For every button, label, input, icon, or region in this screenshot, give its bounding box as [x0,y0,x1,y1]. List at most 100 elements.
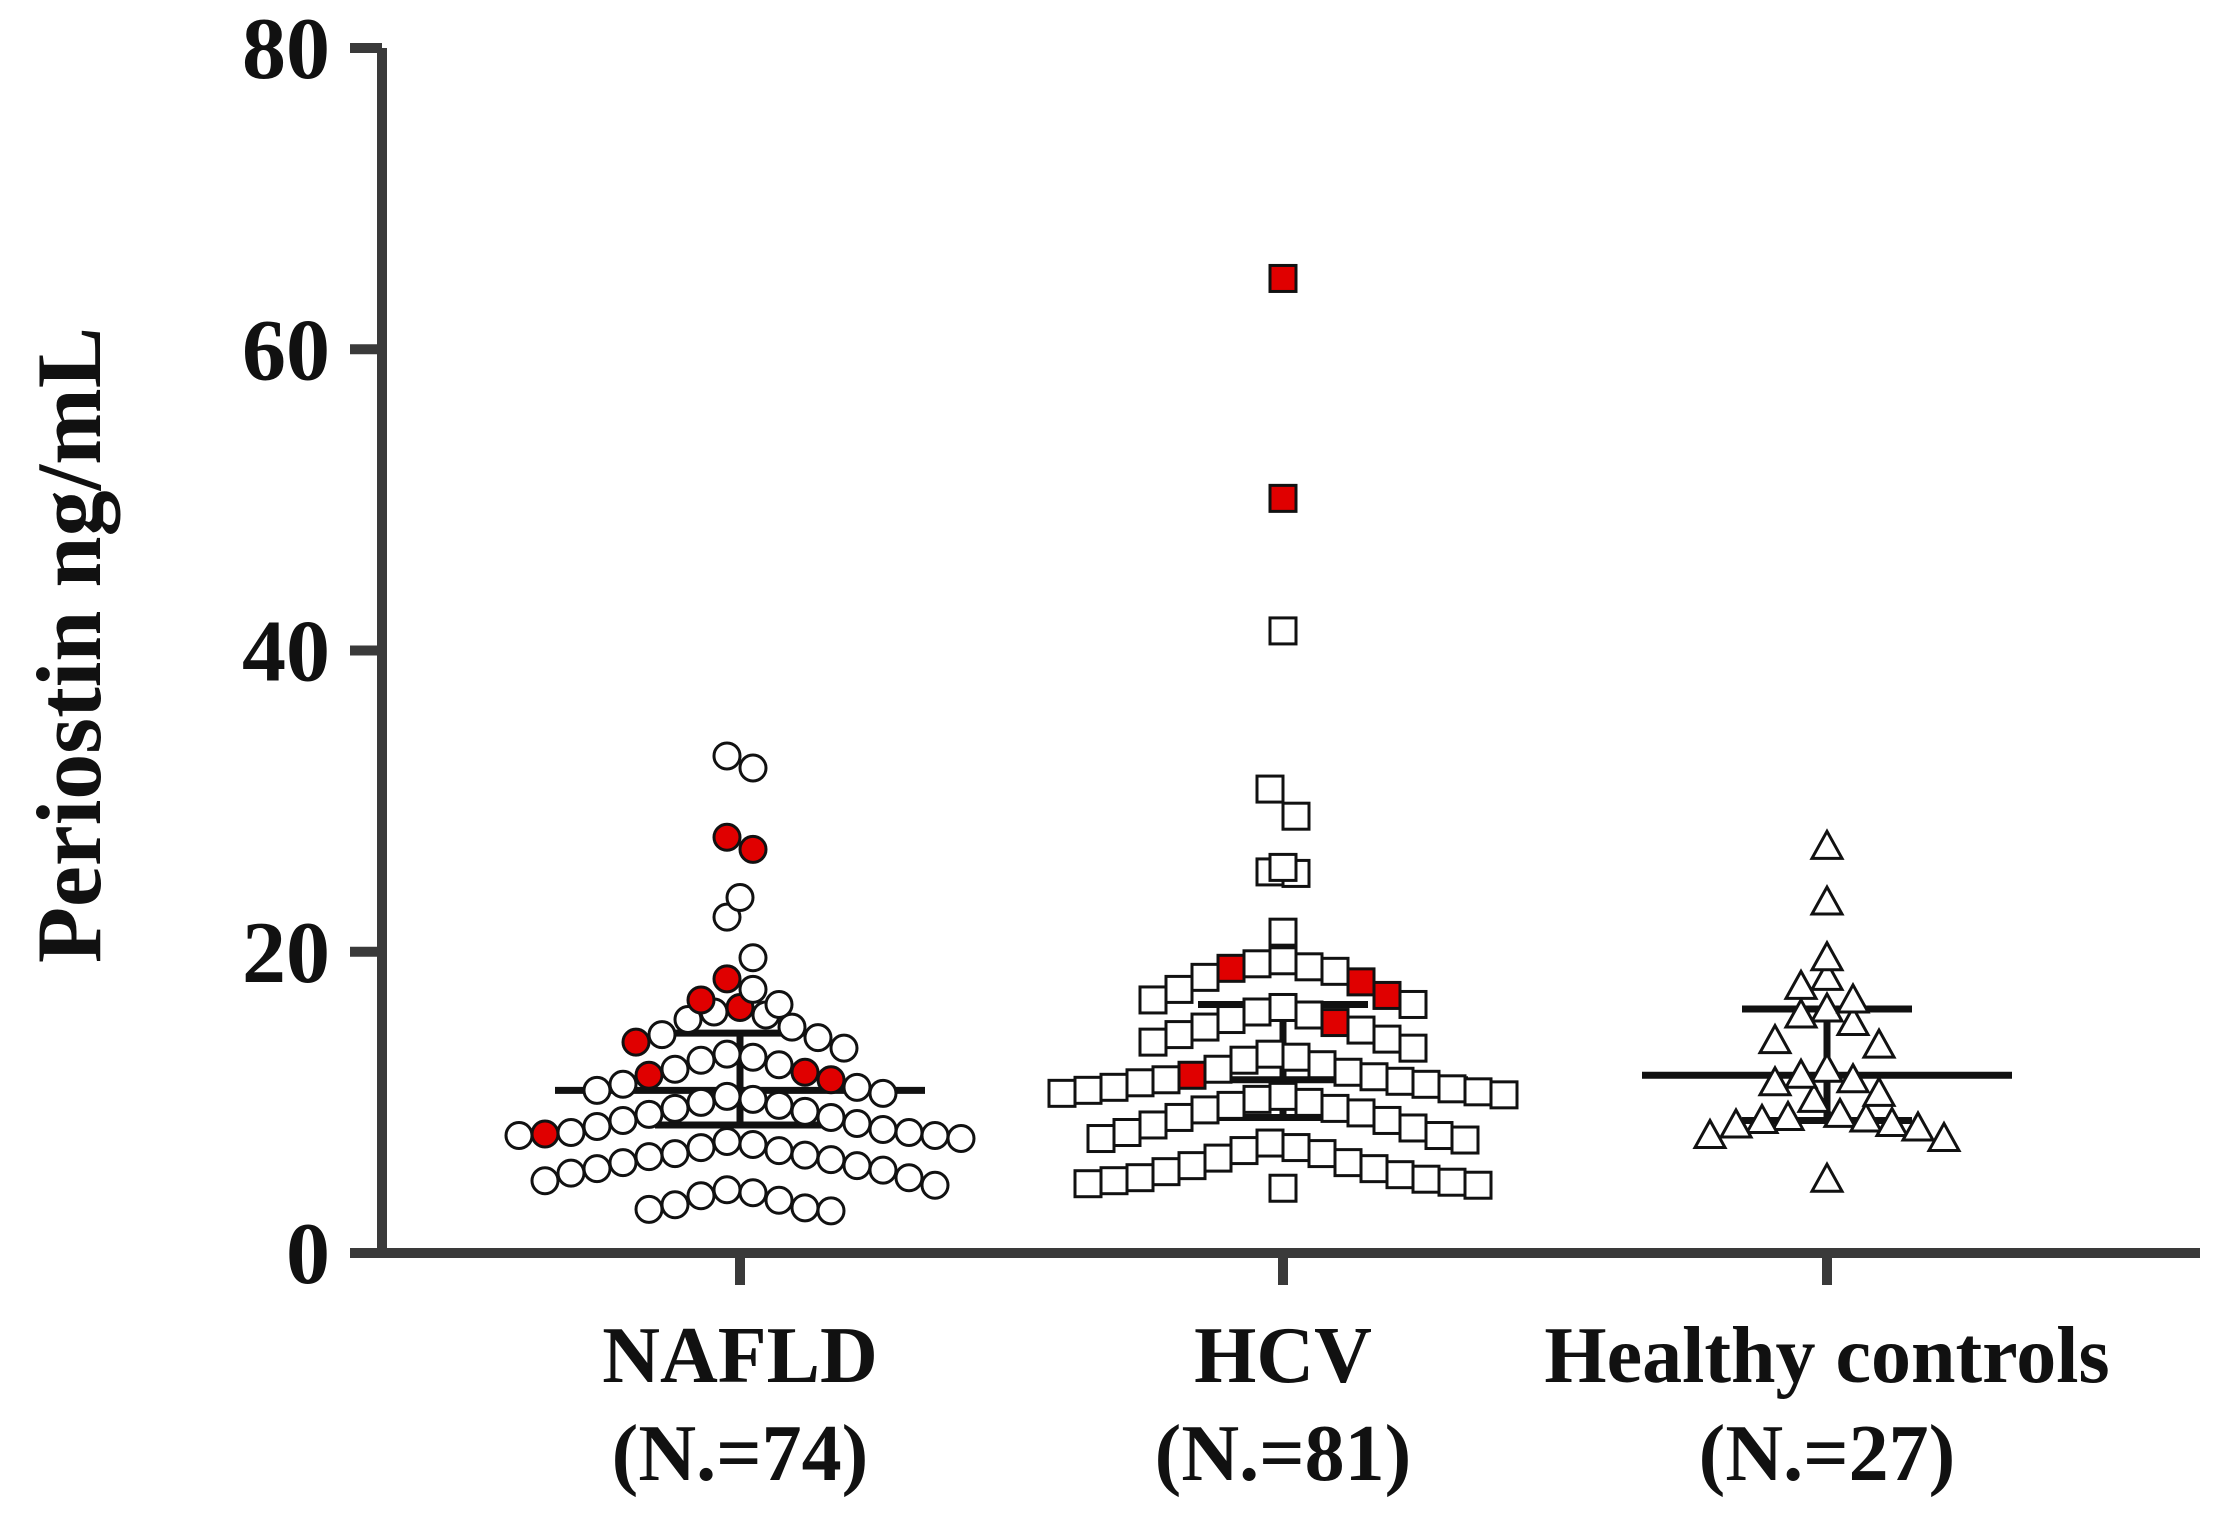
data-point-nafld [920,1121,950,1151]
data-point-nafld [894,1163,924,1193]
data-point-hcv [1151,1157,1181,1187]
data-point-hcv [1099,1166,1129,1196]
data-point-nafld [712,822,742,852]
data-point-nafld [634,1194,664,1224]
data-point-hcv [1203,1143,1233,1173]
data-point-hcv [1099,1072,1129,1102]
x-n-label-healthy-controls: (N.=27) [1699,1410,1956,1498]
data-point-nafld [738,834,768,864]
data-point-hcv [1177,1060,1207,1090]
data-point-nafld [712,964,742,994]
data-point-nafld [712,1175,742,1205]
data-point-hcv [1073,1169,1103,1199]
data-point-nafld [842,1072,872,1102]
data-point-hcv [1268,917,1298,947]
data-point-healthy-controls [1835,1061,1871,1094]
data-point-healthy-controls [1783,968,1819,1000]
data-point-nafld [608,1069,638,1099]
data-point-hcv [1307,1139,1337,1169]
data-point-hcv [1346,1015,1376,1045]
data-point-hcv [1086,1124,1116,1154]
data-point-healthy-controls [1783,1057,1819,1089]
data-point-hcv [1047,1078,1077,1108]
data-point-hcv [1125,1068,1155,1098]
data-point-nafld [660,1054,690,1084]
data-point-nafld [660,1139,690,1169]
data-point-hcv [1255,1039,1285,1069]
data-point-hcv [1359,1154,1389,1184]
data-point-nafld [608,1148,638,1178]
data-point-hcv [1112,1118,1142,1147]
data-point-hcv [1320,1008,1350,1038]
data-point-healthy-controls [1861,1075,1897,1107]
group-hcv [1047,263,1519,1203]
data-point-nafld [738,1042,768,1072]
data-point-hcv [1216,1005,1246,1035]
data-point-hcv [1281,801,1311,831]
data-point-nafld [634,1099,664,1129]
y-tick-label-20: 20 [242,905,330,1002]
data-point-hcv [1177,1151,1207,1181]
data-point-nafld [829,1033,859,1063]
data-point-healthy-controls [1900,1109,1936,1142]
data-point-nafld [504,1121,534,1151]
data-point-healthy-controls [1744,1102,1780,1134]
data-point-nafld [764,1185,794,1215]
data-point-nafld [868,1114,898,1144]
data-point-nafld [556,1118,586,1147]
data-point-hcv [1138,1027,1168,1057]
data-point-hcv [1164,1102,1194,1132]
data-point-nafld [686,985,716,1015]
data-point-nafld [530,1166,560,1196]
data-point-nafld [582,1075,612,1105]
data-point-nafld [660,1093,690,1123]
data-point-hcv [1294,1087,1324,1117]
data-point-hcv [1307,1050,1337,1080]
x-label-healthy-controls: Healthy controls [1544,1312,2109,1400]
data-point-hcv [1242,1084,1272,1114]
x-label-nafld: NAFLD [602,1312,878,1400]
data-point-nafld [725,883,755,913]
data-point-hcv [1437,1167,1467,1197]
data-point-hcv [1385,1160,1415,1190]
data-point-nafld [686,1087,716,1117]
data-point-healthy-controls [1809,1161,1845,1193]
y-ticks: 0 20 40 60 80 [242,1,382,1303]
data-point-nafld [686,1133,716,1163]
group-nafld [504,741,976,1226]
data-point-nafld [764,1136,794,1166]
data-point-healthy-controls [1757,1064,1793,1097]
data-point-healthy-controls [1809,883,1845,916]
x-n-label-nafld: (N.=74) [612,1410,869,1498]
data-point-nafld [946,1124,976,1154]
data-point-hcv [1242,949,1272,979]
data-point-hcv [1398,989,1428,1019]
y-axis-label: Periostin ng/mL [18,327,120,963]
data-point-hcv [1333,1148,1363,1178]
data-point-nafld [842,1151,872,1181]
data-point-nafld [712,1039,742,1069]
data-point-hcv [1164,1020,1194,1050]
data-point-healthy-controls [1809,1051,1845,1083]
data-point-hcv [1242,997,1272,1027]
data-point-nafld [920,1170,950,1200]
y-tick-label-80: 80 [242,1,330,98]
data-point-hcv [1164,974,1194,1004]
data-point-nafld [790,1057,820,1087]
y-tick-label-40: 40 [242,604,330,701]
data-point-nafld [894,1118,924,1147]
data-point-healthy-controls [1718,1106,1754,1139]
data-point-nafld [816,1145,846,1175]
data-point-healthy-controls [1809,939,1845,972]
data-point-nafld [634,1060,664,1090]
data-point-hcv [1372,1105,1402,1135]
data-point-hcv [1411,1069,1441,1099]
data-point-hcv [1229,1045,1259,1075]
data-point-nafld [868,1155,898,1185]
data-point-healthy-controls [1835,1004,1871,1037]
data-point-hcv [1268,1173,1298,1203]
data-point-healthy-controls [1796,1081,1832,1113]
data-point-nafld [686,1181,716,1211]
data-point-hcv [1294,952,1324,982]
